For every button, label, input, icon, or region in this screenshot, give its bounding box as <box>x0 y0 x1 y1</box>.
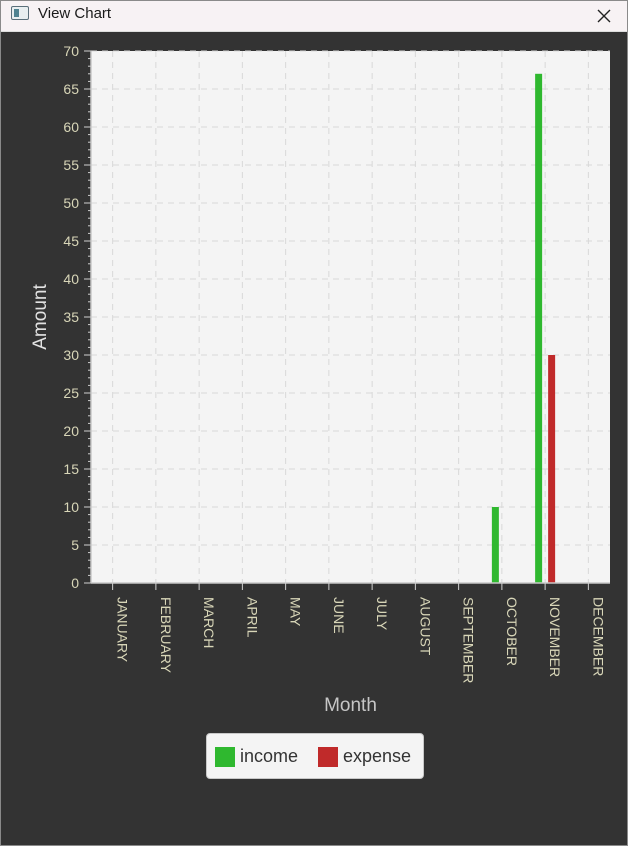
bar-income-october <box>491 507 499 583</box>
y-tick-label: 0 <box>71 575 79 591</box>
y-tick-label: 30 <box>63 347 79 363</box>
y-tick-label: 20 <box>63 423 79 439</box>
y-tick-label: 45 <box>63 233 79 249</box>
x-tick-label-june: JUNE <box>331 597 347 634</box>
legend-label-expense: expense <box>343 746 412 766</box>
title-bar[interactable]: View Chart <box>1 1 627 32</box>
close-icon <box>597 9 611 23</box>
y-tick-label: 25 <box>63 385 79 401</box>
window-title: View Chart <box>38 5 112 22</box>
y-tick-label: 35 <box>63 309 79 325</box>
x-tick-label-february: FEBRUARY <box>158 597 174 674</box>
x-tick-label-april: APRIL <box>244 597 260 638</box>
y-axis-title: Amount <box>30 284 51 350</box>
chart-legend: income expense <box>206 733 424 779</box>
x-tick-label-march: MARCH <box>201 597 217 648</box>
legend-label-income: income <box>240 746 299 766</box>
x-tick-label-january: JANUARY <box>115 597 131 663</box>
bar-income-november <box>535 73 543 584</box>
bar-chart: 0 5 10 15 20 25 30 35 40 45 50 55 60 65 70 JANUARY FEBRU… <box>30 43 610 716</box>
x-tick-label-may: MAY <box>288 597 304 627</box>
x-tick-label-july: JULY <box>374 597 390 631</box>
y-tick-label: 60 <box>63 119 79 135</box>
y-tick-label: 50 <box>63 195 79 211</box>
legend-swatch-expense <box>318 746 338 767</box>
y-tick-label: 55 <box>63 157 79 173</box>
x-tick-label-october: OCTOBER <box>504 597 520 666</box>
y-tick-label: 5 <box>71 537 79 553</box>
x-tick-label-november: NOVEMBER <box>547 597 563 677</box>
y-tick-label: 65 <box>63 81 79 97</box>
y-tick-label: 40 <box>63 271 79 287</box>
x-tick-label-august: AUGUST <box>417 597 433 656</box>
y-tick-label: 70 <box>63 43 79 59</box>
legend-swatch-income <box>215 746 235 767</box>
x-tick-label-september: SEPTEMBER <box>461 597 477 683</box>
y-tick-label: 15 <box>63 461 79 477</box>
x-axis-title: Month <box>324 695 377 716</box>
legend-item-expense: expense <box>318 746 411 767</box>
bar-expense-november <box>548 355 556 583</box>
legend-item-income: income <box>215 746 298 767</box>
close-button[interactable] <box>581 1 627 31</box>
window-app-icon <box>11 6 29 20</box>
y-tick-label: 10 <box>63 499 79 515</box>
x-tick-label-december: DECEMBER <box>590 597 606 676</box>
